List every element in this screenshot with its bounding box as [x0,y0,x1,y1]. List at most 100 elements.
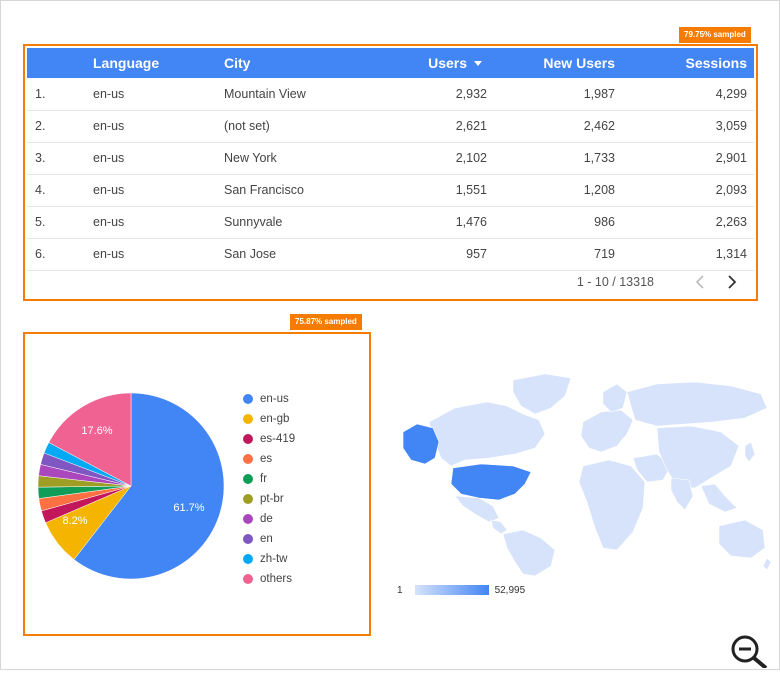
cell-city: Sunnyvale [224,215,283,229]
legend-swatch [243,434,253,444]
scale-gradient-bar [414,585,489,595]
column-header-new-users[interactable]: New Users [543,55,615,71]
legend-item[interactable]: es [243,449,295,469]
table-row[interactable]: 5. en-us Sunnyvale 1,476 986 2,263 [27,206,754,239]
legend-item[interactable]: en-us [243,389,295,409]
cell-new-users: 719 [594,247,615,261]
cell-users: 1,551 [455,183,487,197]
sort-desc-icon[interactable] [473,48,483,78]
map-color-scale: 1 52,995 [397,582,525,598]
zoom-out-icon[interactable] [728,632,772,670]
legend-swatch [243,514,253,524]
language-pie-chart: 61.7% 8.2% 17.6% en-us en-gb es-419 es fr pt-… [23,332,371,636]
legend-swatch [243,474,253,484]
legend-item[interactable]: en [243,529,295,549]
sampling-badge: 79.75% sampled [679,27,751,43]
column-header-users[interactable]: Users [428,55,467,71]
pie-slice-others[interactable] [48,392,132,487]
table-row[interactable]: 1. en-us Mountain View 2,932 1,987 4,299 [27,78,754,111]
cell-sessions: 3,059 [715,119,747,133]
pie-label-en-gb: 8.2% [62,515,87,527]
chevron-left-icon[interactable] [690,272,710,292]
cell-language: en-us [93,215,125,229]
map-region-europe[interactable] [580,409,634,453]
cell-language: en-us [93,151,125,165]
legend-item[interactable]: es-419 [243,429,295,449]
map-region-asia[interactable] [656,425,740,489]
cell-index: 5. [35,215,46,229]
legend-label: pt-br [260,493,284,505]
table-row[interactable]: 3. en-us New York 2,102 1,733 2,901 [27,142,754,175]
table-row[interactable]: 4. en-us San Francisco 1,551 1,208 2,093 [27,174,754,207]
scale-min-label: 1 [397,584,403,596]
cell-index: 4. [35,183,46,197]
cell-new-users: 1,987 [583,87,615,101]
cell-city: New York [224,151,277,165]
cell-index: 3. [35,151,46,165]
cell-language: en-us [93,183,125,197]
column-header-language[interactable]: Language [93,55,160,71]
column-header-city[interactable]: City [224,55,251,71]
map-region-south-america[interactable] [502,529,556,577]
cell-users: 2,621 [455,119,487,133]
legend-item[interactable]: zh-tw [243,549,295,569]
map-region-africa[interactable] [578,459,646,551]
legend-swatch [243,574,253,584]
legend-label: en-us [260,393,289,405]
map-region-australia[interactable] [718,519,766,559]
pie-slice-en-us[interactable] [73,392,225,580]
map-region-southeast-asia[interactable] [700,483,738,513]
map-region-greenland[interactable] [512,373,572,415]
legend-label: others [260,573,292,585]
scale-max-label: 52,995 [494,584,526,596]
chevron-right-icon[interactable] [722,272,742,292]
map-region-central-america[interactable] [490,519,508,535]
legend-item[interactable]: pt-br [243,489,295,509]
legend-label: es [260,453,273,465]
table-row[interactable]: 2. en-us (not set) 2,621 2,462 3,059 [27,110,754,143]
map-region-india[interactable] [670,477,694,511]
legend-item[interactable]: others [243,569,295,589]
cell-index: 6. [35,247,46,261]
cell-sessions: 4,299 [715,87,747,101]
legend-label: de [260,513,273,525]
legend-label: zh-tw [260,553,288,565]
cell-city: Mountain View [224,87,306,101]
cell-new-users: 2,462 [583,119,615,133]
cell-new-users: 1,208 [583,183,615,197]
legend-swatch [243,414,253,424]
cell-sessions: 2,263 [715,215,747,229]
map-region-russia[interactable] [626,381,768,427]
legend-label: es-419 [260,433,296,445]
cell-language: en-us [93,87,125,101]
cell-users: 957 [466,247,487,261]
cell-city: (not set) [224,119,270,133]
legend-item[interactable]: fr [243,469,295,489]
map-region-middle-east[interactable] [632,453,672,483]
city-language-table: Language City Users New Users Sessions 1… [23,44,758,301]
legend-swatch [243,534,253,544]
table-header: Language City Users New Users Sessions [27,48,754,78]
map-region-canada[interactable] [428,401,546,467]
map-region-scandinavia[interactable] [602,383,628,413]
cell-sessions: 2,901 [715,151,747,165]
table-row[interactable]: 6. en-us San Jose 957 719 1,314 [27,238,754,271]
legend-item[interactable]: de [243,509,295,529]
legend-item[interactable]: en-gb [243,409,295,429]
map-region-new-zealand[interactable] [762,557,772,571]
map-region-japan[interactable] [744,441,756,463]
cell-language: en-us [93,119,125,133]
sampling-badge: 75.87% sampled [290,314,362,330]
column-header-sessions[interactable]: Sessions [685,55,747,71]
cell-users: 1,476 [455,215,487,229]
cell-users: 2,102 [455,151,487,165]
cell-city: San Jose [224,247,277,261]
legend-swatch [243,554,253,564]
cell-index: 1. [35,87,46,101]
cell-index: 2. [35,119,46,133]
map-region-united-states[interactable] [450,463,532,501]
cell-language: en-us [93,247,125,261]
legend-swatch [243,394,253,404]
map-region-mexico[interactable] [454,495,500,523]
map-region-alaska[interactable] [402,423,440,465]
